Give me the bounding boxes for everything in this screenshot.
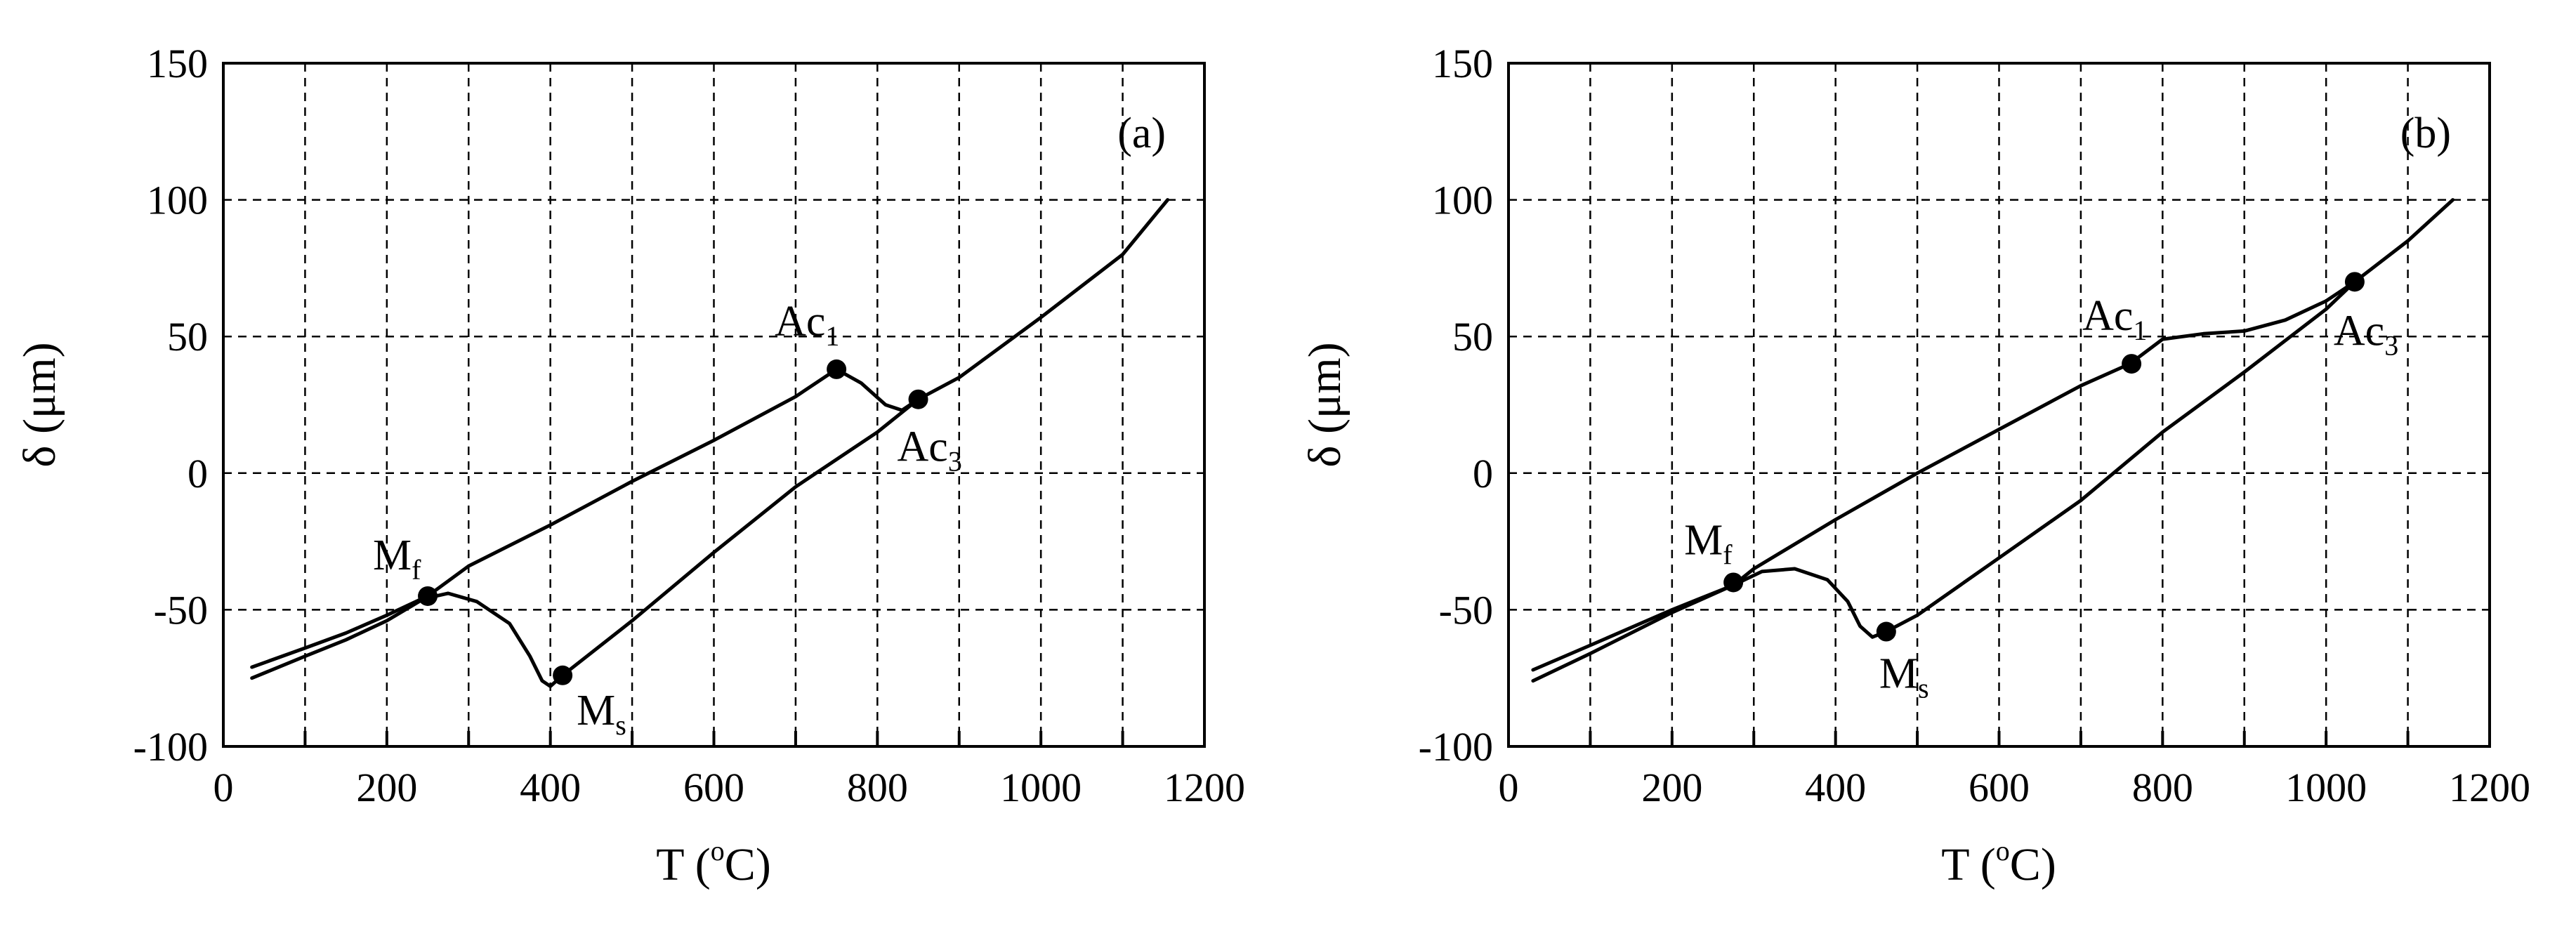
series-line-3 bbox=[250, 397, 920, 688]
transition-point-marker bbox=[2344, 272, 2365, 292]
y-tick-label: 50 bbox=[1452, 314, 1493, 360]
y-tick-label: 150 bbox=[147, 41, 208, 86]
y-tick-label: -100 bbox=[133, 724, 208, 770]
x-tick-label: 1000 bbox=[2285, 765, 2367, 810]
series-line-1 bbox=[250, 367, 920, 669]
series-line-1 bbox=[1531, 279, 2357, 672]
transition-point-marker bbox=[553, 665, 573, 685]
transition-point-marker bbox=[827, 359, 847, 379]
x-tick-label: 0 bbox=[1499, 765, 1519, 810]
x-tick-label: 200 bbox=[356, 765, 417, 810]
x-tick-label: 1200 bbox=[2449, 765, 2530, 810]
y-tick-label: -50 bbox=[1439, 587, 1493, 633]
x-tick-label: 1200 bbox=[1164, 765, 1245, 810]
y-tick-label: 0 bbox=[1473, 451, 1493, 496]
transition-point-marker bbox=[1723, 572, 1744, 593]
x-tick-label: 600 bbox=[1969, 765, 2030, 810]
y-tick-label: -100 bbox=[1419, 724, 1493, 770]
x-axis-title: T (oC) bbox=[1941, 835, 2056, 890]
x-axis-title: T (oC) bbox=[656, 835, 771, 890]
transition-point-label: Ac3 bbox=[898, 423, 962, 477]
series-line-2 bbox=[916, 198, 1170, 402]
series-line-2 bbox=[2353, 198, 2455, 284]
transition-point-label: Ms bbox=[1879, 650, 1929, 704]
x-tick-label: 200 bbox=[1641, 765, 1702, 810]
transition-point-marker bbox=[908, 389, 928, 409]
transition-point-marker bbox=[1876, 621, 1896, 642]
y-tick-label: 0 bbox=[188, 451, 208, 496]
x-tick-label: 400 bbox=[1805, 765, 1866, 810]
transition-point-label: Mf bbox=[1684, 516, 1733, 570]
transition-point-marker bbox=[2122, 354, 2142, 374]
series-line-3 bbox=[1531, 279, 2357, 683]
panel-label: (a) bbox=[1117, 110, 1166, 157]
x-tick-label: 800 bbox=[847, 765, 908, 810]
y-tick-label: 100 bbox=[1432, 178, 1493, 223]
x-tick-label: 600 bbox=[683, 765, 744, 810]
transition-point-label: Ms bbox=[577, 687, 626, 741]
transition-point-label: Mf bbox=[373, 532, 421, 586]
panel-label: (b) bbox=[2400, 110, 2451, 157]
y-axis-title: δ (μm) bbox=[14, 342, 65, 467]
transition-point-label: Ac3 bbox=[2334, 307, 2398, 361]
transition-point-marker bbox=[418, 586, 438, 606]
x-tick-label: 1000 bbox=[1000, 765, 1082, 810]
y-tick-label: 50 bbox=[167, 314, 208, 360]
x-tick-label: 400 bbox=[520, 765, 581, 810]
x-tick-label: 800 bbox=[2132, 765, 2193, 810]
y-axis-title: δ (μm) bbox=[1299, 342, 1351, 467]
x-tick-label: 0 bbox=[213, 765, 234, 810]
y-tick-label: -50 bbox=[154, 587, 208, 633]
transition-point-label: Ac1 bbox=[775, 298, 839, 352]
transition-point-label: Ac1 bbox=[2082, 292, 2147, 346]
y-tick-label: 100 bbox=[147, 178, 208, 223]
y-tick-label: 150 bbox=[1432, 41, 1493, 86]
panel-a: 0 200 400 600 800 1000 1200 -100 -50 0 50 100 150 T (… bbox=[14, 41, 1245, 890]
panel-b: 0 200 400 600 800 1000 1200 -100 -50 0 50 100 150 T (… bbox=[1299, 41, 2530, 890]
